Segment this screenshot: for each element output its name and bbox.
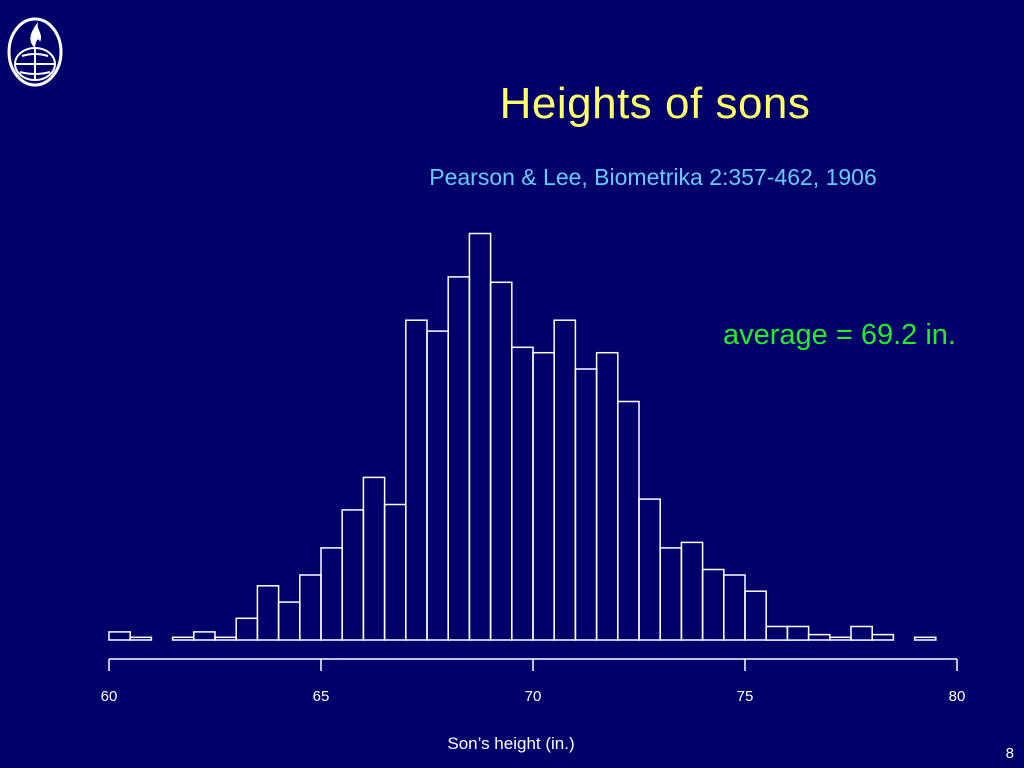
histogram-bar xyxy=(383,503,407,641)
x-tick-label: 60 xyxy=(101,688,118,705)
x-tick-label: 65 xyxy=(313,688,330,705)
histogram-bar xyxy=(680,541,704,641)
histogram-bar xyxy=(341,509,365,641)
histogram-bar xyxy=(171,636,195,641)
histogram-bar xyxy=(129,636,153,641)
histogram-bar xyxy=(553,319,577,641)
histogram-bar xyxy=(256,585,280,641)
histogram-bar xyxy=(426,330,449,641)
histogram-bar xyxy=(829,636,852,641)
histogram-bar xyxy=(447,276,471,641)
histogram-bar xyxy=(617,400,640,641)
histogram-bar xyxy=(511,346,534,641)
histogram-bar xyxy=(468,232,492,641)
histogram-bar xyxy=(277,601,301,641)
histogram-bar xyxy=(595,351,619,641)
x-axis-label: Son’s height (in.) xyxy=(447,734,574,753)
histogram-bar xyxy=(108,631,131,641)
histogram-bar xyxy=(638,498,661,641)
histogram-bar xyxy=(214,636,237,641)
histogram-bar xyxy=(913,636,937,641)
histogram-bar xyxy=(235,617,259,641)
slide-number: 8 xyxy=(1005,745,1014,762)
histogram-bar xyxy=(701,568,725,641)
histogram-bar xyxy=(299,574,322,641)
histogram-bar xyxy=(405,319,428,641)
histogram-bar xyxy=(193,631,216,641)
x-axis: 60 65 70 75 80 xyxy=(101,658,966,705)
histogram-bar xyxy=(850,625,873,641)
histogram-bar xyxy=(532,351,555,641)
histogram-bar xyxy=(574,368,598,641)
histogram-bar xyxy=(807,633,831,641)
histogram-bar xyxy=(659,547,683,641)
globe-flame-logo-icon xyxy=(7,17,63,87)
histogram-bar xyxy=(723,574,746,641)
histogram-bar xyxy=(362,476,386,641)
average-annotation: average = 69.2 in. xyxy=(723,319,956,351)
histogram-bar xyxy=(786,625,810,641)
histogram-bar xyxy=(320,547,343,641)
histogram-bar xyxy=(765,625,789,641)
x-tick-label: 75 xyxy=(737,688,754,705)
histogram-bar xyxy=(744,590,767,641)
x-tick-label: 80 xyxy=(949,688,966,705)
x-tick-label: 70 xyxy=(525,688,542,705)
histogram-bar xyxy=(489,281,513,641)
histogram-bar xyxy=(871,633,895,641)
slide-subtitle: Pearson & Lee, Biometrika 2:357-462, 190… xyxy=(429,164,877,190)
slide-title: Heights of sons xyxy=(499,79,811,128)
histogram-bars xyxy=(108,232,937,641)
